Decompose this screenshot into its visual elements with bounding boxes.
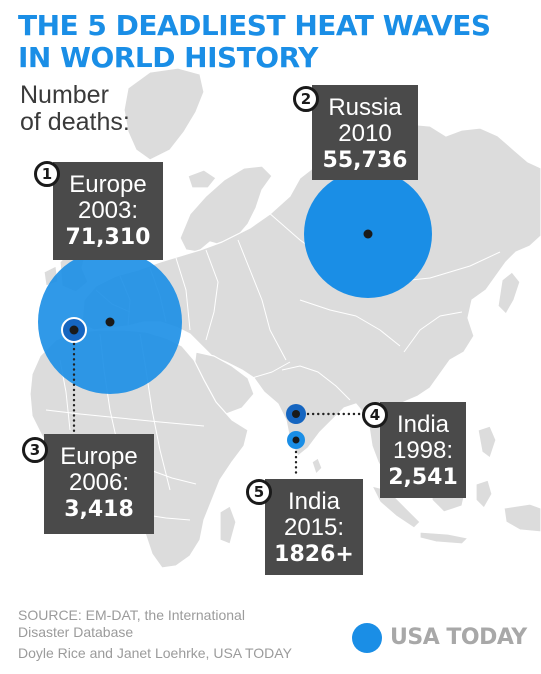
label-place: Europe [69,171,147,198]
landmass-sri-lanka [311,457,323,475]
label-place: India [287,488,341,515]
rank-badge-2: 2 [293,86,319,112]
label-india-2015: India 2015: 1826+ [265,479,363,575]
label-deaths: 55,736 [322,148,408,173]
title-line-1: THE 5 DEADLIEST HEAT WAVES [18,9,491,42]
subtitle-line-1: Number [20,81,109,109]
title-line-2: IN WORLD HISTORY [18,41,318,74]
label-europe-2006: Europe 2006: 3,418 [44,434,154,534]
landmass-sulawesi [475,479,493,509]
marker-europe-2003 [105,317,115,327]
label-place: India [396,411,450,438]
label-place: Europe [60,443,138,470]
label-year: 1998: [392,437,454,464]
landmass-new-guinea [503,503,541,533]
landmass-japan [497,271,521,315]
landmass-greenland [123,67,205,161]
leader-lines [72,342,362,476]
marker-europe-2006 [69,325,79,335]
source-line-1: SOURCE: EM-DAT, the International [18,607,245,623]
label-deaths: 1826+ [274,542,354,567]
source-line-2: Disaster Database [18,624,134,640]
label-europe-2003: Europe 2003: 71,310 [53,162,163,260]
landmass-java [419,531,469,545]
subtitle-line-2: of deaths: [20,108,130,136]
label-deaths: 2,541 [388,465,458,490]
label-deaths: 71,310 [65,225,151,250]
center-markers [69,229,373,444]
landmass-iceland [187,169,217,189]
label-india-1998: India 1998: 2,541 [380,402,466,498]
label-year: 2015: [283,514,345,541]
brand-logo-icon [352,623,382,653]
label-year: 2010 [338,120,392,147]
label-russia-2010: Russia 2010 55,736 [312,85,418,180]
rank-badge-4: 4 [362,402,388,428]
landmass-madagascar [219,505,237,545]
label-place: Russia [328,94,402,121]
credit-line: Doyle Rice and Janet Loehrke, USA TODAY [18,645,292,661]
landmass-scandinavia [179,165,273,253]
rank-badge-1: 1 [34,161,60,187]
label-year: 2006: [68,469,130,496]
marker-india-2015 [292,436,300,444]
landmass-philippines [477,425,497,459]
marker-india-1998 [292,410,300,418]
label-deaths: 3,418 [64,497,134,522]
rank-badge-5: 5 [246,479,272,505]
rank-badge-3: 3 [22,437,48,463]
marker-russia-2010 [363,229,373,239]
label-year: 2003: [77,197,139,224]
brand-name: USA TODAY [390,625,527,650]
